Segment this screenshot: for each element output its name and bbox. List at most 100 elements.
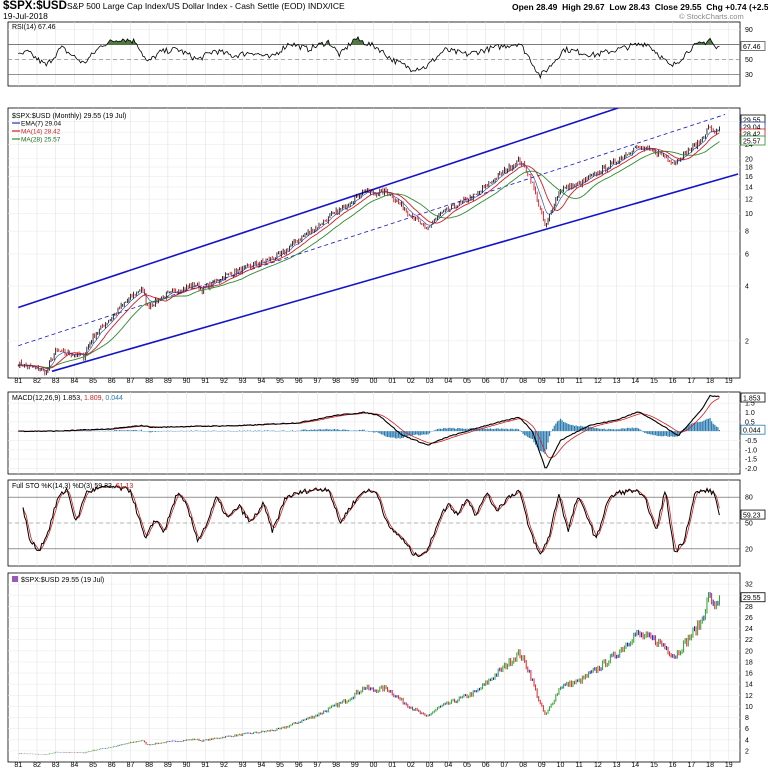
macd-hist-bar xyxy=(271,430,273,432)
macd-hist-bar xyxy=(499,429,501,432)
macd-hist-bar xyxy=(552,428,554,432)
macd-hist-bar xyxy=(472,428,474,432)
bottom-x-tick-11: 11 xyxy=(576,762,583,769)
macd-hist-bar xyxy=(516,428,518,432)
price-x-tick-84: 84 xyxy=(70,378,78,385)
bottom-panel-frame xyxy=(7,572,741,763)
macd-hist-bar xyxy=(608,428,610,432)
macd-y-tick-1.5: 1.5 xyxy=(745,401,755,408)
macd-hist-bar xyxy=(503,429,506,432)
rsi-panel-frame xyxy=(7,21,741,87)
macd-hist-bar xyxy=(614,429,616,432)
macd-tag-value-box xyxy=(740,392,766,403)
macd-hist-bar xyxy=(538,431,540,450)
macd-hist-bar xyxy=(337,429,339,432)
macd-hist-bar xyxy=(296,430,298,432)
bottom-x-tick-91: 91 xyxy=(201,762,209,769)
macd-hist-bar xyxy=(371,431,373,432)
macd-hist-bar xyxy=(586,426,588,432)
macd-hist-bar xyxy=(718,429,721,432)
macd-tag-value: 1.853 xyxy=(743,396,761,403)
macd-hist-bar xyxy=(439,428,442,432)
price-y-tick-6: 6 xyxy=(745,251,749,258)
price-y-tick-10: 10 xyxy=(745,211,753,218)
macd-hist-bar xyxy=(564,422,566,432)
price-y-tick-4: 4 xyxy=(745,284,749,291)
macd-hist-bar xyxy=(436,429,439,432)
macd-hist-bar xyxy=(510,428,512,432)
bottom-x-tick-08: 08 xyxy=(519,762,527,769)
macd-hist-bar xyxy=(425,431,428,435)
macd-hist-bar xyxy=(310,429,312,432)
sto-tag: 59.23 xyxy=(743,513,761,520)
macd-hist-bar xyxy=(700,421,702,432)
macd-hist-bar xyxy=(672,431,674,437)
macd-hist-bar xyxy=(606,429,608,432)
macd-hist-bar xyxy=(415,431,417,435)
macd-hist-bar xyxy=(489,428,491,432)
header-description-text: S&P 500 Large Cap Index/US Dollar Index … xyxy=(67,1,306,11)
price-x-tick-90: 90 xyxy=(183,378,191,385)
price-x-tick-81: 81 xyxy=(14,378,22,385)
bottom-x-tick-94: 94 xyxy=(257,762,265,769)
macd-hist-bar xyxy=(597,428,599,432)
header-date: 19-Jul-2018 xyxy=(3,11,48,21)
macd-hist-bar xyxy=(148,431,150,433)
price-x-tick-05: 05 xyxy=(463,378,471,385)
macd-hist-bar xyxy=(612,429,615,432)
macd-hist-bar xyxy=(461,428,463,432)
legend-ma28: MA(28) 25.57 xyxy=(21,137,61,144)
bottom-x-tick-96: 96 xyxy=(295,762,303,769)
bottom-y-tick-4: 4 xyxy=(745,737,749,744)
macd-hist-bar xyxy=(647,431,649,435)
macd-hist-bar xyxy=(704,419,707,432)
bottom-x-tick-19: 19 xyxy=(725,762,733,769)
bottom-x-tick-89: 89 xyxy=(164,762,172,769)
macd-hist-bar xyxy=(684,427,686,432)
watermark: © StockCharts.com xyxy=(679,12,744,21)
macd-hist-bar xyxy=(664,431,666,436)
macd-hist-bar xyxy=(266,430,269,432)
price-x-tick-95: 95 xyxy=(276,378,284,385)
macd-hist-bar xyxy=(698,422,700,432)
channel-lower-line xyxy=(51,173,739,373)
macd-hist-bar xyxy=(157,431,160,432)
macd-hist-bar xyxy=(265,430,267,432)
macd-hist-bar xyxy=(377,431,379,433)
macd-hist-bar xyxy=(360,430,362,432)
macd-hist-bar xyxy=(482,428,484,432)
macd-hist-bar xyxy=(391,431,393,438)
macd-hist-bar xyxy=(344,429,347,432)
price-x-tick-01: 01 xyxy=(388,378,396,385)
bottom-tag-box xyxy=(740,592,766,603)
macd-hist-bar xyxy=(362,429,364,432)
macd-hist-bar xyxy=(496,428,498,432)
bottom-y-tick-22: 22 xyxy=(745,637,753,644)
price-tag-ma28: 25.57 xyxy=(743,139,761,146)
macd-line xyxy=(18,394,720,469)
macd-hist-bar xyxy=(589,426,591,432)
macd-y-tick--1.0: -1.0 xyxy=(745,447,757,454)
macd-hist-bar xyxy=(488,428,490,432)
macd-hist-bar xyxy=(611,429,613,432)
macd-hist-bar xyxy=(449,427,451,432)
macd-legend-signal: 1.809, xyxy=(84,395,105,402)
macd-hist-bar xyxy=(117,430,119,432)
macd-hist-bar xyxy=(566,423,568,432)
macd-hist-bar xyxy=(243,430,245,432)
macd-hist-bar xyxy=(302,429,305,432)
macd-hist-bar xyxy=(561,420,563,432)
macd-hist-bar xyxy=(658,431,660,437)
macd-legend-value: 1.853, xyxy=(63,395,84,402)
price-x-tick-91: 91 xyxy=(201,378,209,385)
bottom-x-tick-02: 02 xyxy=(407,762,415,769)
macd-hist-bar xyxy=(419,431,421,436)
macd-hist-bar xyxy=(106,430,108,432)
macd-hist-bar xyxy=(615,429,618,432)
macd-panel-frame xyxy=(7,391,741,475)
macd-hist-bar xyxy=(167,430,169,432)
bottom-x-tick-90: 90 xyxy=(183,762,191,769)
macd-hist-bar xyxy=(421,431,423,435)
macd-hist-bar xyxy=(349,430,351,432)
macd-hist-bar xyxy=(452,427,454,432)
